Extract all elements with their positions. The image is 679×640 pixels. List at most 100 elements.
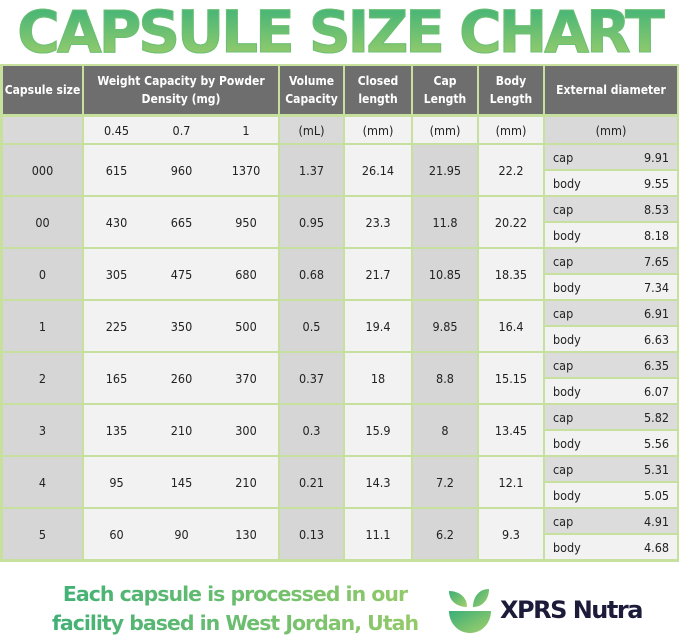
capsule-size-cell: 000 xyxy=(3,145,82,195)
weight-value: 165 xyxy=(105,370,128,386)
cap-len-value: 6.2 xyxy=(413,509,477,559)
diameter-cap-row xyxy=(545,197,677,221)
diameter-value: 5.31 xyxy=(643,461,669,477)
capsule-size-table: Capsule size Weight Capacity by Powder De… xyxy=(0,64,679,562)
cap-len-value: 11.8 xyxy=(413,197,477,247)
body-len-value: 9.3 xyxy=(479,509,543,559)
body-len-value: 18.35 xyxy=(479,249,543,299)
body-len-value: 13.45 xyxy=(479,405,543,455)
units-blank xyxy=(3,117,82,143)
diameter-cap-row xyxy=(545,353,677,377)
weight-capacity-group xyxy=(84,301,278,351)
cap-len-value: 8.8 xyxy=(413,353,477,403)
diameter-value: 9.91 xyxy=(643,149,669,165)
weight-value: 135 xyxy=(105,422,128,438)
cap-len-value: 10.85 xyxy=(413,249,477,299)
capsule-size-cell: 1 xyxy=(3,301,82,351)
diameter-body-row xyxy=(545,431,677,455)
weight-value: 950 xyxy=(235,214,257,230)
weight-capacity-group xyxy=(84,353,278,403)
diameter-label: body xyxy=(553,279,581,295)
closed-value: 19.4 xyxy=(345,301,411,351)
diameter-label: body xyxy=(553,331,581,347)
diameter-body-row xyxy=(545,379,677,403)
weight-value: 95 xyxy=(109,474,124,490)
diameter-label: cap xyxy=(553,201,574,217)
leaf-bowl-logo-icon xyxy=(449,589,491,633)
diameter-cap-row xyxy=(545,509,677,533)
weight-value: 90 xyxy=(174,526,189,542)
unit-label: (mm) xyxy=(545,117,677,143)
cap-len-value: 7.2 xyxy=(413,457,477,507)
unit-label: (mL) xyxy=(280,117,343,143)
unit-label: (mm) xyxy=(345,117,411,143)
volume-value: 0.68 xyxy=(280,249,343,299)
diameter-cap-row xyxy=(545,405,677,429)
weight-value: 615 xyxy=(105,162,128,178)
diameter-value: 5.82 xyxy=(643,409,669,425)
closed-value: 11.1 xyxy=(345,509,411,559)
density-label: 0.7 xyxy=(172,122,191,138)
diameter-value: 6.91 xyxy=(643,305,669,321)
diameter-label: cap xyxy=(553,305,574,321)
weight-value: 350 xyxy=(170,318,193,334)
diameter-body-row xyxy=(545,171,677,195)
diameter-value: 6.63 xyxy=(643,331,669,347)
weight-capacity-group xyxy=(84,145,278,195)
diameter-label: cap xyxy=(553,409,574,425)
body-len-value: 15.15 xyxy=(479,353,543,403)
closed-value: 26.14 xyxy=(345,145,411,195)
weight-value: 210 xyxy=(170,422,193,438)
cap-len-value: 8 xyxy=(413,405,477,455)
diameter-label: body xyxy=(553,435,581,451)
cap-len-value: 21.95 xyxy=(413,145,477,195)
density-label: 0.45 xyxy=(103,122,130,138)
weight-value: 370 xyxy=(235,370,257,386)
diameter-body-row xyxy=(545,275,677,299)
diameter-label: body xyxy=(553,175,581,191)
capsule-size-cell: 2 xyxy=(3,353,82,403)
diameter-cap-row xyxy=(545,145,677,169)
diameter-value: 8.53 xyxy=(643,201,669,217)
capsule-size-cell: 5 xyxy=(3,509,82,559)
closed-value: 15.9 xyxy=(345,405,411,455)
weight-value: 145 xyxy=(170,474,193,490)
header-capsule-size: Capsule size xyxy=(3,66,82,114)
capsule-size-cell: 0 xyxy=(3,249,82,299)
weight-value: 130 xyxy=(235,526,257,542)
density-label: 1 xyxy=(242,122,250,138)
weight-value: 1370 xyxy=(231,162,261,178)
capsule-size-cell: 00 xyxy=(3,197,82,247)
volume-value: 0.13 xyxy=(280,509,343,559)
diameter-label: cap xyxy=(553,253,574,269)
diameter-label: cap xyxy=(553,357,574,373)
unit-label: (mm) xyxy=(413,117,477,143)
weight-capacity-group xyxy=(84,457,278,507)
diameter-label: body xyxy=(553,227,581,243)
diameter-value: 8.18 xyxy=(643,227,669,243)
diameter-value: 4.91 xyxy=(643,513,669,529)
footer-line-2: facility based in West Jordan, Utah xyxy=(51,611,419,635)
closed-value: 21.7 xyxy=(345,249,411,299)
body-len-value: 20.22 xyxy=(479,197,543,247)
weight-value: 960 xyxy=(170,162,193,178)
diameter-value: 7.34 xyxy=(643,279,669,295)
diameter-label: cap xyxy=(553,513,574,529)
diameter-value: 6.35 xyxy=(643,357,669,373)
diameter-label: cap xyxy=(553,461,574,477)
diameter-value: 6.07 xyxy=(643,383,669,399)
header-weight-capacity: Weight Capacity by Powder Density (mg) xyxy=(84,66,278,114)
capsule-size-cell: 4 xyxy=(3,457,82,507)
weight-value: 260 xyxy=(170,370,193,386)
header-body-length: Body Length xyxy=(479,66,543,114)
weight-value: 430 xyxy=(105,214,128,230)
volume-value: 1.37 xyxy=(280,145,343,195)
weight-value: 680 xyxy=(235,266,257,282)
footer-text: Each capsule is processed in our facilit… xyxy=(20,580,450,638)
diameter-value: 9.55 xyxy=(643,175,669,191)
closed-value: 23.3 xyxy=(345,197,411,247)
header-cap-length: Cap Length xyxy=(413,66,477,114)
brand-name: XPRS Nutra xyxy=(500,596,643,624)
diameter-body-row xyxy=(545,535,677,559)
volume-value: 0.37 xyxy=(280,353,343,403)
